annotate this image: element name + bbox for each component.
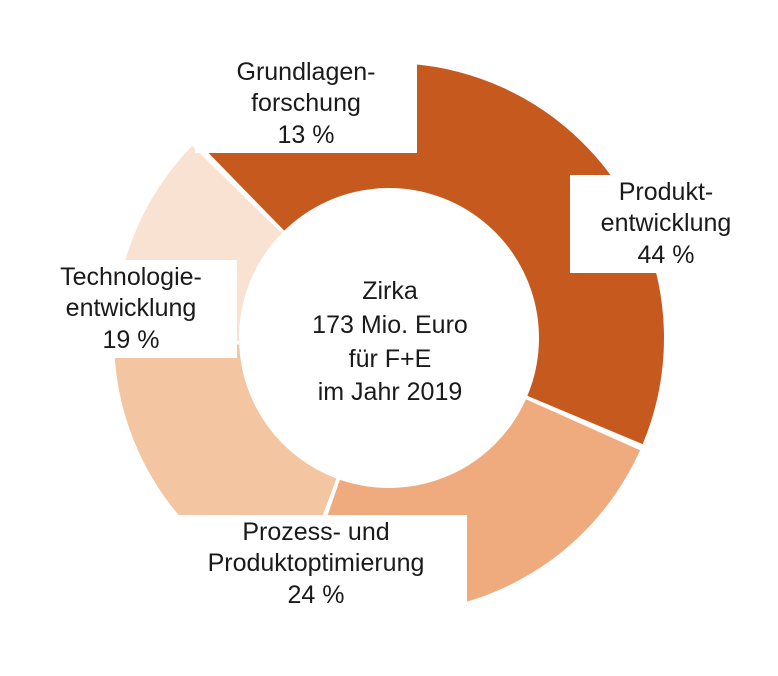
label-prozess-produktoptimierung: Prozess- und Produktoptimierung 24 %	[165, 515, 467, 613]
center-text: Zirka 173 Mio. Euro für F+E im Jahr 2019	[280, 275, 500, 410]
label-produktentwicklung: Produkt- entwicklung 44 %	[570, 175, 762, 273]
label-technologieentwicklung: Technologie- entwicklung 19 %	[25, 260, 237, 358]
donut-chart: Grundlagen- forschung 13 % Produkt- entw…	[0, 0, 778, 676]
label-grundlagenforschung: Grundlagen- forschung 13 %	[195, 55, 417, 153]
